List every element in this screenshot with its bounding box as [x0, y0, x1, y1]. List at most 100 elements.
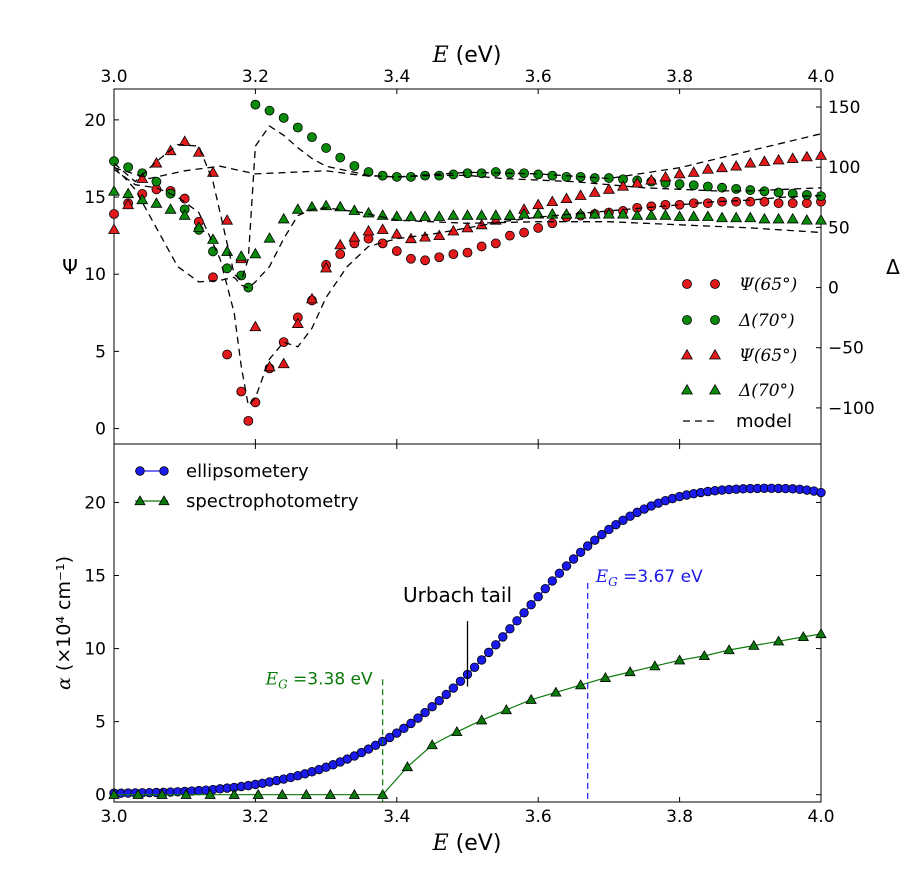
point-triangle-delta [645, 209, 658, 220]
point-triangle-delta [588, 208, 601, 219]
point-circle-delta [151, 176, 162, 187]
top-y-tick-label: 20 [84, 111, 106, 131]
eg-sub: G [278, 677, 288, 691]
point-ellipsometery [434, 696, 444, 706]
bottom-y-tick-label: 5 [95, 713, 106, 733]
point-triangle-delta [673, 210, 686, 221]
point-circle-psi [250, 397, 261, 408]
point-ellipsometery [582, 541, 593, 551]
top-y-tick-label: 10 [84, 265, 106, 285]
point-ellipsometery [533, 591, 543, 602]
point-triangle-delta [758, 212, 771, 224]
point-triangle-delta [744, 211, 757, 223]
point-spectrophotometry [401, 761, 414, 772]
point-ellipsometery [568, 554, 579, 564]
point-circle-delta [561, 171, 572, 182]
top-x-axis-label: E (eV) [432, 43, 502, 68]
point-triangle-psi [532, 198, 545, 210]
point-triangle-delta [772, 212, 785, 224]
point-ellipsometery [505, 624, 515, 634]
point-triangle-psi [390, 227, 403, 239]
point-triangle-delta [277, 212, 290, 224]
bottom-x-tick-label: 3.6 [525, 807, 552, 827]
point-circle-delta [787, 188, 798, 199]
point-circle-psi [745, 196, 756, 207]
point-triangle-psi [744, 156, 757, 168]
point-triangle-delta [815, 214, 827, 225]
point-triangle-delta [108, 185, 120, 196]
legend-marker [158, 495, 170, 506]
point-circle-delta [208, 246, 218, 257]
point-spectrophotometry [108, 788, 120, 799]
point-circle-delta [688, 180, 699, 191]
point-triangle-delta [489, 209, 502, 220]
point-circle-psi [533, 223, 544, 233]
point-ellipsometery [406, 718, 416, 729]
point-triangle-psi [687, 166, 700, 177]
point-triangle-delta [164, 203, 177, 214]
point-ellipsometery [476, 655, 487, 665]
point-triangle-delta [503, 209, 516, 220]
legend-marker [710, 315, 720, 325]
point-triangle-psi [433, 229, 446, 241]
point-spectrophotometry [815, 628, 827, 639]
point-spectrophotometry [599, 671, 612, 682]
point-circle-delta [278, 112, 289, 123]
point-triangle-delta [348, 204, 361, 215]
point-triangle-psi [588, 186, 601, 197]
eg-var: E [595, 567, 609, 587]
legend-marker [159, 466, 169, 476]
point-circle-psi [109, 209, 119, 219]
eg-sub: G [608, 575, 618, 589]
bottom-y-axis-symbol: α [53, 671, 75, 690]
point-circle-psi [278, 337, 289, 348]
legend-label-ellipsometery: ellipsometery [186, 461, 309, 482]
point-triangle-psi [249, 320, 262, 332]
point-spectrophotometry [649, 660, 661, 671]
legend-marker [709, 348, 721, 360]
point-ellipsometery [392, 728, 402, 738]
point-triangle-psi [602, 183, 615, 194]
point-ellipsometery [420, 707, 430, 718]
bottom-x-axis-unit: (eV) [449, 831, 502, 856]
top-y-axis-label: Ψ [62, 255, 78, 279]
point-spectrophotometry [276, 788, 288, 799]
point-circle-psi [660, 199, 671, 210]
model-curve-7 [113, 133, 822, 180]
point-triangle-delta [687, 210, 700, 221]
point-ellipsometery [618, 515, 628, 525]
point-triangle-psi [334, 238, 347, 250]
point-triangle-psi [730, 160, 743, 171]
point-ellipsometery [413, 713, 423, 723]
point-spectrophotometry [673, 654, 686, 665]
point-triangle-psi [673, 167, 686, 179]
point-triangle-delta [602, 208, 615, 219]
point-triangle-delta [122, 187, 135, 199]
point-triangle-psi [404, 232, 417, 244]
point-ellipsometery [484, 647, 494, 658]
point-triangle-delta [150, 197, 163, 208]
point-triangle-psi [701, 163, 714, 174]
top-x-tick-label: 3.8 [666, 67, 693, 87]
top-y2-tick-label: 50 [828, 218, 850, 238]
point-circle-psi [335, 249, 346, 260]
bottom-x-tick-label: 3.8 [666, 807, 693, 827]
eg-value: =3.38 eV [288, 669, 373, 689]
point-ellipsometery [561, 561, 572, 571]
point-circle-psi [505, 230, 515, 241]
point-triangle-psi [376, 223, 389, 234]
legend-marker [135, 466, 145, 476]
point-circle-delta [349, 161, 360, 171]
point-circle-delta [123, 162, 134, 173]
bottom-x-tick-label: 3.2 [242, 807, 269, 827]
point-ellipsometery [604, 524, 614, 535]
point-triangle-psi [136, 172, 149, 183]
point-ellipsometery [526, 600, 536, 610]
point-triangle-psi [786, 152, 799, 163]
point-triangle-psi [645, 173, 658, 185]
point-circle-psi [702, 198, 713, 209]
point-triangle-delta [235, 250, 248, 261]
point-triangle-psi [475, 218, 488, 230]
point-triangle-psi [800, 150, 813, 162]
point-spectrophotometry [624, 666, 636, 677]
